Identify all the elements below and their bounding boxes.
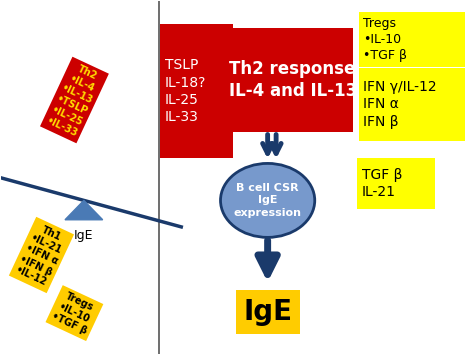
FancyBboxPatch shape bbox=[233, 28, 354, 132]
FancyBboxPatch shape bbox=[358, 68, 465, 141]
Text: B cell CSR
IgE
expression: B cell CSR IgE expression bbox=[234, 183, 301, 218]
FancyBboxPatch shape bbox=[357, 158, 435, 209]
Text: TSLP
IL-18?
IL-25
IL-33: TSLP IL-18? IL-25 IL-33 bbox=[165, 58, 206, 124]
Polygon shape bbox=[65, 200, 103, 220]
Text: IgE: IgE bbox=[243, 298, 292, 326]
Text: Th1
•IL-21
•IFN α
•IFN β
•IL-12: Th1 •IL-21 •IFN α •IFN β •IL-12 bbox=[13, 221, 70, 289]
FancyBboxPatch shape bbox=[358, 12, 465, 66]
FancyBboxPatch shape bbox=[236, 290, 300, 334]
Text: Tregs
•IL-10
•TGF β: Tregs •IL-10 •TGF β bbox=[363, 17, 407, 62]
Text: Tregs
•IL-10
•TGF β: Tregs •IL-10 •TGF β bbox=[50, 290, 99, 337]
FancyBboxPatch shape bbox=[160, 24, 233, 158]
Ellipse shape bbox=[220, 163, 315, 237]
Text: IFN γ/IL-12
IFN α
IFN β: IFN γ/IL-12 IFN α IFN β bbox=[363, 80, 437, 129]
Text: IgE: IgE bbox=[74, 229, 93, 241]
Text: Th2
•IL-4
•IL-13
•TSLP
•IL-25
•IL-33: Th2 •IL-4 •IL-13 •TSLP •IL-25 •IL-33 bbox=[45, 61, 104, 139]
Text: TGF β
IL-21: TGF β IL-21 bbox=[362, 168, 402, 199]
Text: Th2 response
IL-4 and IL-13: Th2 response IL-4 and IL-13 bbox=[229, 60, 357, 100]
